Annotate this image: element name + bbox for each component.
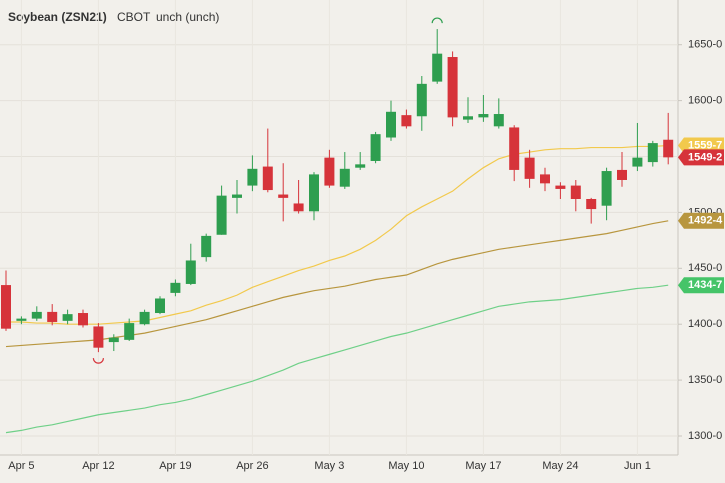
candle-body <box>416 83 427 117</box>
price-badge <box>678 277 724 294</box>
candle-body <box>78 313 88 326</box>
candle-body <box>401 115 412 127</box>
candle-body <box>108 337 119 343</box>
high-marker <box>431 17 443 24</box>
candle-body <box>293 203 304 212</box>
candle-body <box>1 285 11 329</box>
candle-body <box>324 157 335 186</box>
candle-body <box>47 311 58 322</box>
y-tick-label: 1450-0 <box>688 262 722 274</box>
candle-body <box>278 194 289 198</box>
candle-body <box>262 166 273 191</box>
x-tick-label: May 3 <box>314 460 344 472</box>
y-tick-label: 1350-0 <box>688 374 722 386</box>
exchange: CBOT <box>117 10 151 24</box>
candle-body <box>555 185 566 189</box>
x-tick-label: May 17 <box>465 460 501 472</box>
candle-body <box>540 174 550 184</box>
candle-body <box>478 114 489 118</box>
candle-body <box>570 185 581 199</box>
price-badge-label: 1434-7 <box>688 279 722 291</box>
change: unch (unch) <box>156 10 219 24</box>
candle-body <box>663 139 674 158</box>
moving-average <box>5 220 669 348</box>
price-badge-label: 1492-4 <box>688 215 723 227</box>
x-tick-label: Apr 19 <box>159 460 191 472</box>
candle-body <box>155 298 165 314</box>
candle-body <box>617 169 627 180</box>
candle-body <box>632 157 643 167</box>
candle-body <box>139 311 150 325</box>
candle-body <box>216 195 227 235</box>
x-tick-label: Apr 12 <box>82 460 114 472</box>
candle-body <box>647 143 658 163</box>
x-tick-label: Apr 26 <box>236 460 268 472</box>
x-tick-label: May 10 <box>388 460 424 472</box>
price-badge-label: 1559-7 <box>688 139 722 151</box>
candle-body <box>432 53 443 82</box>
candle-body <box>309 174 319 212</box>
candle-body <box>586 198 597 210</box>
y-tick-label: 1400-0 <box>688 318 722 330</box>
candle-body <box>232 194 242 198</box>
candle-body <box>124 323 135 340</box>
candle-body <box>447 57 458 118</box>
chart-title: Soybean (ZSN21) <box>8 10 107 24</box>
candle-body <box>247 168 258 186</box>
low-marker <box>92 358 104 364</box>
x-tick-label: Jun 1 <box>624 460 651 472</box>
y-tick-label: 1650-0 <box>688 39 722 51</box>
candle-body <box>339 168 350 187</box>
candle-body <box>601 171 612 206</box>
candle-body <box>493 114 504 127</box>
x-tick-label: Apr 5 <box>8 460 34 472</box>
candle-body <box>509 127 520 170</box>
moving-average <box>6 144 669 325</box>
moving-average <box>5 284 669 434</box>
y-tick-label: 1300-0 <box>688 430 722 442</box>
price-badge <box>678 212 724 229</box>
candle-body <box>463 116 473 120</box>
y-tick-label: 1600-0 <box>688 95 722 107</box>
candle-body <box>355 164 366 168</box>
candle-body <box>31 311 42 319</box>
candle-body <box>93 326 104 348</box>
candle-body <box>185 260 196 284</box>
price-badge <box>678 149 724 166</box>
candle-body <box>524 157 535 179</box>
candle-body <box>370 134 381 161</box>
candle-body <box>386 111 396 138</box>
candle-body <box>170 282 181 293</box>
candle-body <box>62 314 73 321</box>
candle-body <box>16 318 27 321</box>
price-badge-label: 1549-2 <box>688 151 722 163</box>
x-tick-label: May 24 <box>542 460 578 472</box>
candle-body <box>201 235 212 258</box>
